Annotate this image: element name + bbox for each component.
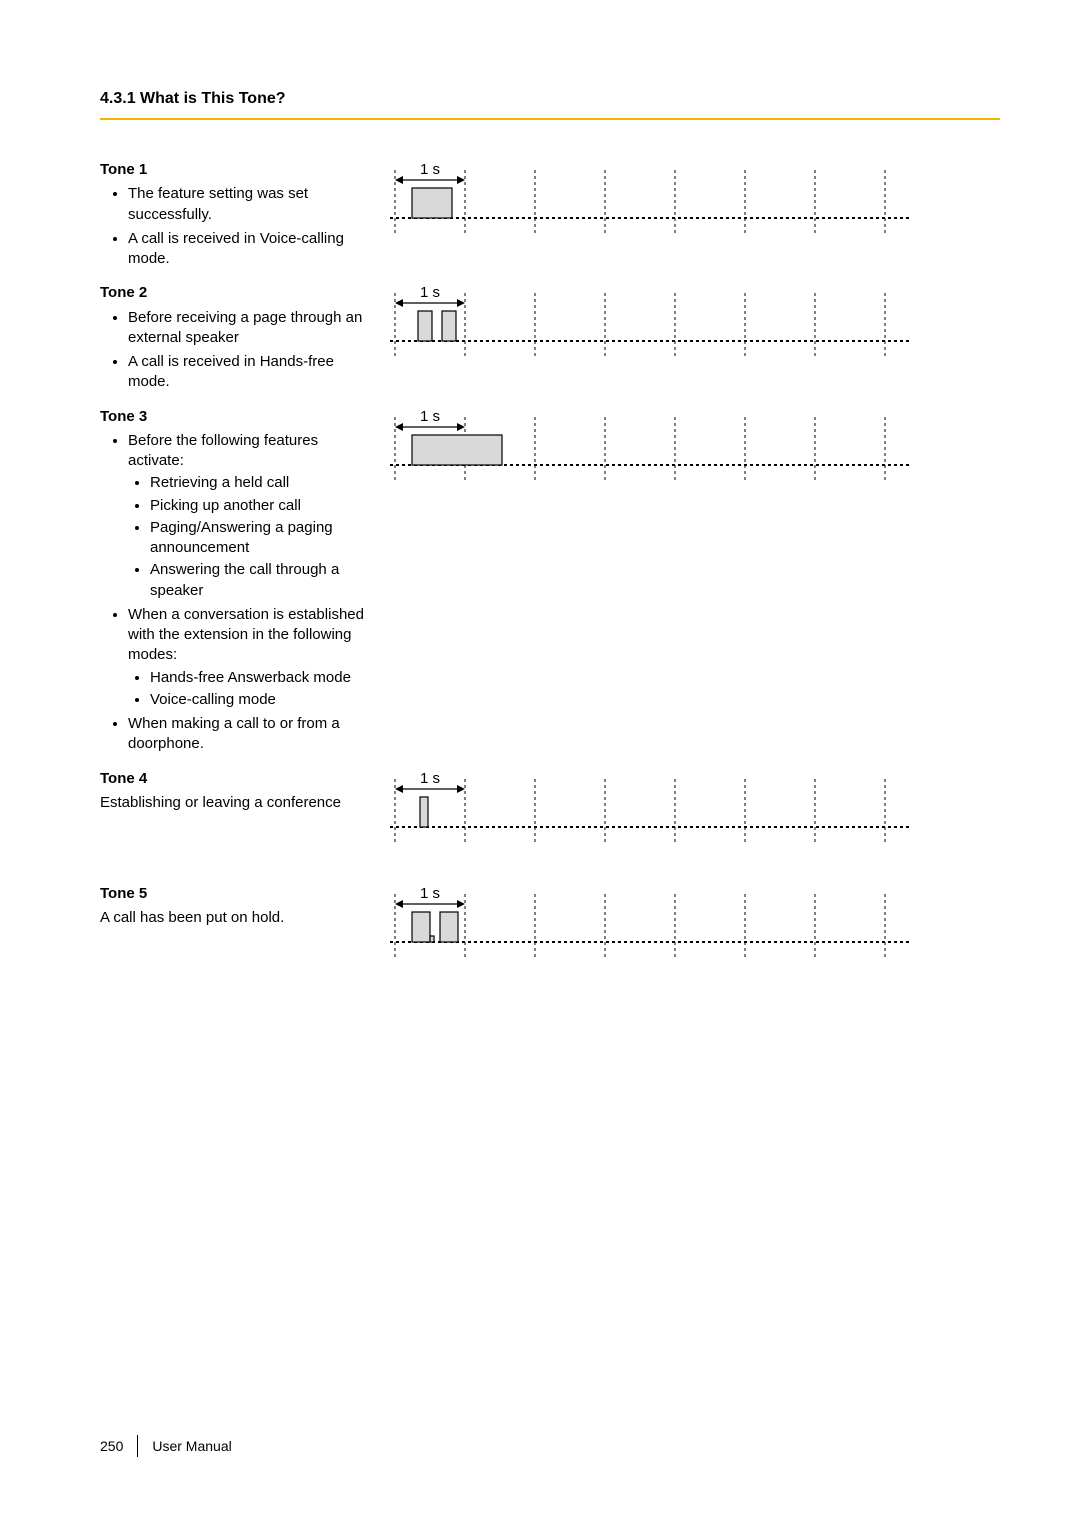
- svg-text:1 s: 1 s: [420, 284, 440, 301]
- tone-5-row: Tone 5 A call has been put on hold. 1 s: [100, 884, 1000, 969]
- list-item: A call is received in Hands-free mode.: [128, 352, 370, 393]
- tone-3-title: Tone 3: [100, 407, 370, 427]
- list-item: Before the following features activate: …: [128, 431, 370, 601]
- svg-text:1 s: 1 s: [420, 770, 440, 787]
- list-item: Retrieving a held call: [150, 473, 370, 493]
- list-item: Before receiving a page through an exter…: [128, 308, 370, 349]
- tone-1-diagram: 1 s: [390, 160, 1000, 245]
- tone-2-diagram: 1 s: [390, 283, 1000, 368]
- list-item: The feature setting was set successfully…: [128, 184, 370, 225]
- tone-1-title: Tone 1: [100, 160, 370, 180]
- svg-text:1 s: 1 s: [420, 161, 440, 178]
- page-number: 250: [100, 1438, 123, 1454]
- tone-2-text: Tone 2 Before receiving a page through a…: [100, 283, 370, 396]
- tone-4-title: Tone 4: [100, 769, 370, 789]
- list-item: When a conversation is established with …: [128, 605, 370, 710]
- tone-4-body: Establishing or leaving a conference: [100, 793, 370, 813]
- tone-3-diagram: 1 s: [390, 407, 1000, 492]
- content: Tone 1 The feature setting was set succe…: [100, 160, 1000, 969]
- tone-3-row: Tone 3 Before the following features act…: [100, 407, 1000, 759]
- tone-1-row: Tone 1 The feature setting was set succe…: [100, 160, 1000, 273]
- list-item-text: When a conversation is established with …: [128, 606, 364, 664]
- tone-2-row: Tone 2 Before receiving a page through a…: [100, 283, 1000, 396]
- list-item: Paging/Answering a paging announcement: [150, 518, 370, 559]
- tone-3-text: Tone 3 Before the following features act…: [100, 407, 370, 759]
- list-item: When making a call to or from a doorphon…: [128, 714, 370, 755]
- tone-5-text: Tone 5 A call has been put on hold.: [100, 884, 370, 929]
- list-item: Picking up another call: [150, 496, 370, 516]
- section-heading: 4.3.1 What is This Tone?: [100, 90, 1000, 108]
- tone-4-row: Tone 4 Establishing or leaving a confere…: [100, 769, 1000, 854]
- svg-text:1 s: 1 s: [420, 408, 440, 425]
- list-item: Voice-calling mode: [150, 690, 370, 710]
- list-item: A call is received in Voice-calling mode…: [128, 229, 370, 270]
- svg-text:1 s: 1 s: [420, 885, 440, 902]
- footer-separator: [137, 1435, 138, 1457]
- tone-2-title: Tone 2: [100, 283, 370, 303]
- footer-label: User Manual: [152, 1438, 231, 1454]
- list-item-text: Before the following features activate:: [128, 432, 318, 469]
- tone-4-diagram: 1 s: [390, 769, 1000, 854]
- list-item: Hands-free Answerback mode: [150, 668, 370, 688]
- list-item: Answering the call through a speaker: [150, 560, 370, 601]
- page: 4.3.1 What is This Tone? Tone 1 The feat…: [0, 0, 1080, 1527]
- tone-1-text: Tone 1 The feature setting was set succe…: [100, 160, 370, 273]
- header-rule: [100, 118, 1000, 120]
- footer: 250 User Manual: [100, 1435, 232, 1457]
- tone-4-text: Tone 4 Establishing or leaving a confere…: [100, 769, 370, 814]
- tone-5-title: Tone 5: [100, 884, 370, 904]
- tone-5-diagram: 1 s: [390, 884, 1000, 969]
- tone-5-body: A call has been put on hold.: [100, 908, 370, 928]
